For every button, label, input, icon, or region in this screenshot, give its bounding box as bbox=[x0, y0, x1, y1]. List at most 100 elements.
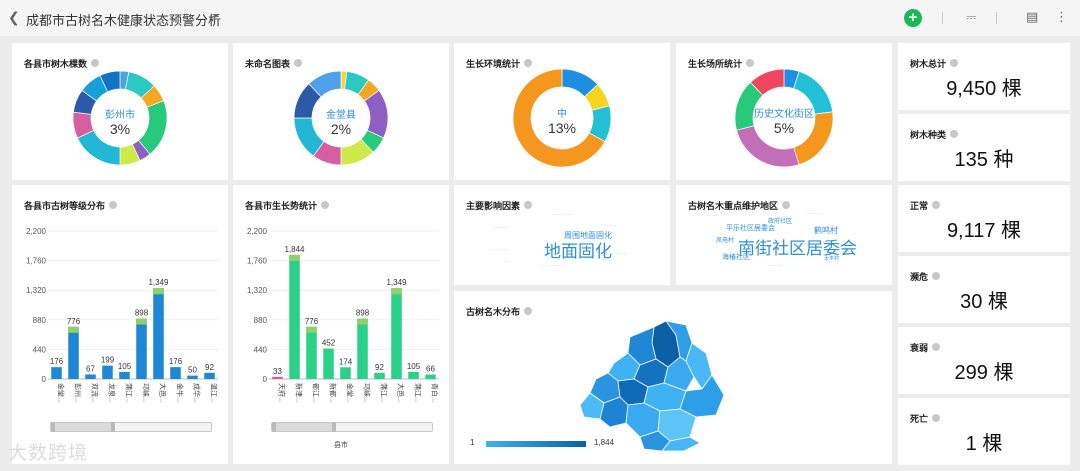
bar-stack-segment[interactable] bbox=[68, 326, 79, 333]
bar-data-label: 92 bbox=[375, 363, 384, 372]
bar[interactable] bbox=[119, 371, 130, 379]
bar-data-label: 176 bbox=[50, 357, 64, 366]
bar[interactable] bbox=[391, 288, 402, 379]
scrollbar-left-cap[interactable] bbox=[51, 422, 55, 432]
kpi-card-total-trees: 树木总计 9,450 棵 bbox=[898, 43, 1070, 110]
more-vertical-icon[interactable]: ⋮ bbox=[1055, 9, 1068, 24]
word-cloud-small-word: ····· bbox=[836, 243, 843, 248]
card-distribution-map: 古树名木分布 1 1,844 bbox=[454, 291, 892, 464]
bar[interactable] bbox=[323, 348, 334, 379]
info-icon[interactable] bbox=[950, 130, 959, 138]
bar[interactable] bbox=[340, 367, 351, 379]
x-tick-label: 蒲江... bbox=[380, 383, 389, 403]
card-grade-distribution: 各县市古树等级分布 0 440 880 1,320 1,760 2,200 176 金堂...… bbox=[12, 185, 228, 464]
donut-slice[interactable] bbox=[512, 68, 606, 168]
bar-stack-segment[interactable] bbox=[306, 326, 317, 333]
scrollbar-handle[interactable] bbox=[51, 423, 113, 431]
bar-stack-segment[interactable] bbox=[391, 288, 402, 295]
chart-scrollbar[interactable] bbox=[50, 422, 212, 432]
kpi-value: 135 种 bbox=[954, 149, 1014, 171]
bar-chart-grade: 0 440 880 1,320 1,760 2,200 176 金堂... 776 彭州... 67… bbox=[26, 227, 219, 403]
donut-slice[interactable] bbox=[749, 68, 785, 96]
scrollbar-right-cap[interactable] bbox=[332, 422, 336, 432]
word-cloud-small-word: ······ ······· ······ bbox=[542, 263, 570, 268]
kpi-value: 1 棵 bbox=[965, 433, 1003, 455]
x-tick-label: 金堂... bbox=[346, 383, 355, 403]
bar-stack-segment[interactable] bbox=[357, 318, 368, 325]
card-growth-vigor: 各县市生长势统计 0 440 880 1,320 1,760 2,200 33 天府... 1,… bbox=[233, 185, 449, 464]
kpi-title: 濒危 bbox=[910, 272, 929, 282]
bar[interactable] bbox=[170, 367, 181, 379]
bar[interactable] bbox=[289, 254, 300, 379]
info-icon[interactable] bbox=[524, 59, 533, 67]
y-tick-label: 0 bbox=[263, 375, 268, 384]
donut-svg bbox=[734, 68, 834, 168]
word-cloud-small-word: ····· ··· bbox=[606, 223, 618, 228]
present-icon[interactable]: ⎓ bbox=[966, 9, 977, 24]
info-icon[interactable] bbox=[109, 201, 118, 209]
bar[interactable] bbox=[102, 365, 113, 379]
info-icon[interactable] bbox=[746, 59, 755, 67]
x-tick-label: 龙泉... bbox=[108, 383, 117, 403]
bar[interactable] bbox=[187, 375, 198, 379]
bar[interactable] bbox=[357, 318, 368, 379]
info-icon[interactable] bbox=[524, 307, 533, 315]
info-icon[interactable] bbox=[294, 59, 303, 67]
bar-stack-segment[interactable] bbox=[153, 288, 164, 295]
word-cloud-small-word: ···· ···· bbox=[706, 213, 718, 218]
info-icon[interactable] bbox=[524, 201, 533, 209]
bar[interactable] bbox=[51, 367, 62, 379]
info-icon[interactable] bbox=[950, 59, 959, 67]
bar[interactable] bbox=[153, 288, 164, 379]
info-icon[interactable] bbox=[932, 343, 941, 351]
donut-slice[interactable] bbox=[308, 70, 342, 98]
bar[interactable] bbox=[306, 326, 317, 379]
scrollbar-handle[interactable] bbox=[272, 423, 334, 431]
info-icon[interactable] bbox=[782, 201, 791, 209]
donut-center-label: 金堂县 bbox=[326, 110, 356, 121]
bar[interactable] bbox=[425, 374, 436, 379]
x-tick-label: 新都... bbox=[329, 383, 338, 403]
donut-center-percent: 2% bbox=[330, 121, 352, 137]
donut-slice[interactable] bbox=[99, 70, 121, 93]
donut-svg bbox=[72, 70, 168, 166]
map-region bbox=[661, 436, 701, 452]
info-icon[interactable] bbox=[321, 201, 330, 209]
y-tick-label: 1,760 bbox=[247, 257, 268, 266]
info-icon[interactable] bbox=[932, 201, 941, 209]
kpi-title: 正常 bbox=[910, 201, 929, 211]
x-tick-label: 青白... bbox=[431, 383, 440, 403]
bar[interactable] bbox=[374, 372, 385, 379]
chart-scrollbar[interactable] bbox=[271, 422, 433, 432]
bar[interactable] bbox=[136, 318, 147, 379]
scrollbar-left-cap[interactable] bbox=[272, 422, 276, 432]
info-icon[interactable] bbox=[932, 272, 941, 280]
kpi-value: 30 棵 bbox=[960, 291, 1008, 313]
bar[interactable] bbox=[204, 372, 215, 379]
map-legend-gradient[interactable] bbox=[486, 441, 586, 447]
bar-data-label: 898 bbox=[135, 309, 149, 318]
info-icon[interactable] bbox=[932, 414, 941, 422]
donut-center-label: 彭州市 bbox=[105, 110, 135, 121]
donut-center-percent: 13% bbox=[547, 120, 577, 136]
y-tick-label: 0 bbox=[42, 375, 47, 384]
add-plus-icon[interactable]: + bbox=[904, 9, 922, 27]
word-cloud-small-word: ···· bbox=[504, 259, 510, 264]
scrollbar-right-cap[interactable] bbox=[111, 422, 115, 432]
bar[interactable] bbox=[85, 374, 96, 379]
word-cloud-word: 政府社区 bbox=[768, 219, 793, 225]
bar-stack-segment[interactable] bbox=[289, 254, 300, 261]
bar[interactable] bbox=[272, 376, 283, 379]
choropleth-map bbox=[579, 320, 725, 452]
bar-stack-segment[interactable] bbox=[136, 318, 147, 325]
comment-icon[interactable]: ▤ bbox=[1026, 9, 1039, 24]
bar-data-label: 66 bbox=[426, 365, 435, 374]
info-icon[interactable] bbox=[91, 59, 100, 67]
back-chevron-icon[interactable]: ❮ bbox=[8, 9, 20, 25]
hamburger-icon[interactable]: ≡ bbox=[212, 9, 220, 24]
kpi-value: 9,450 棵 bbox=[946, 78, 1022, 100]
word-cloud-big-word: 南街社区居委会 bbox=[738, 239, 857, 258]
bar[interactable] bbox=[68, 326, 79, 379]
card-unnamed-chart: 未命名图表 金堂县 2% bbox=[233, 43, 449, 180]
bar[interactable] bbox=[408, 371, 419, 379]
